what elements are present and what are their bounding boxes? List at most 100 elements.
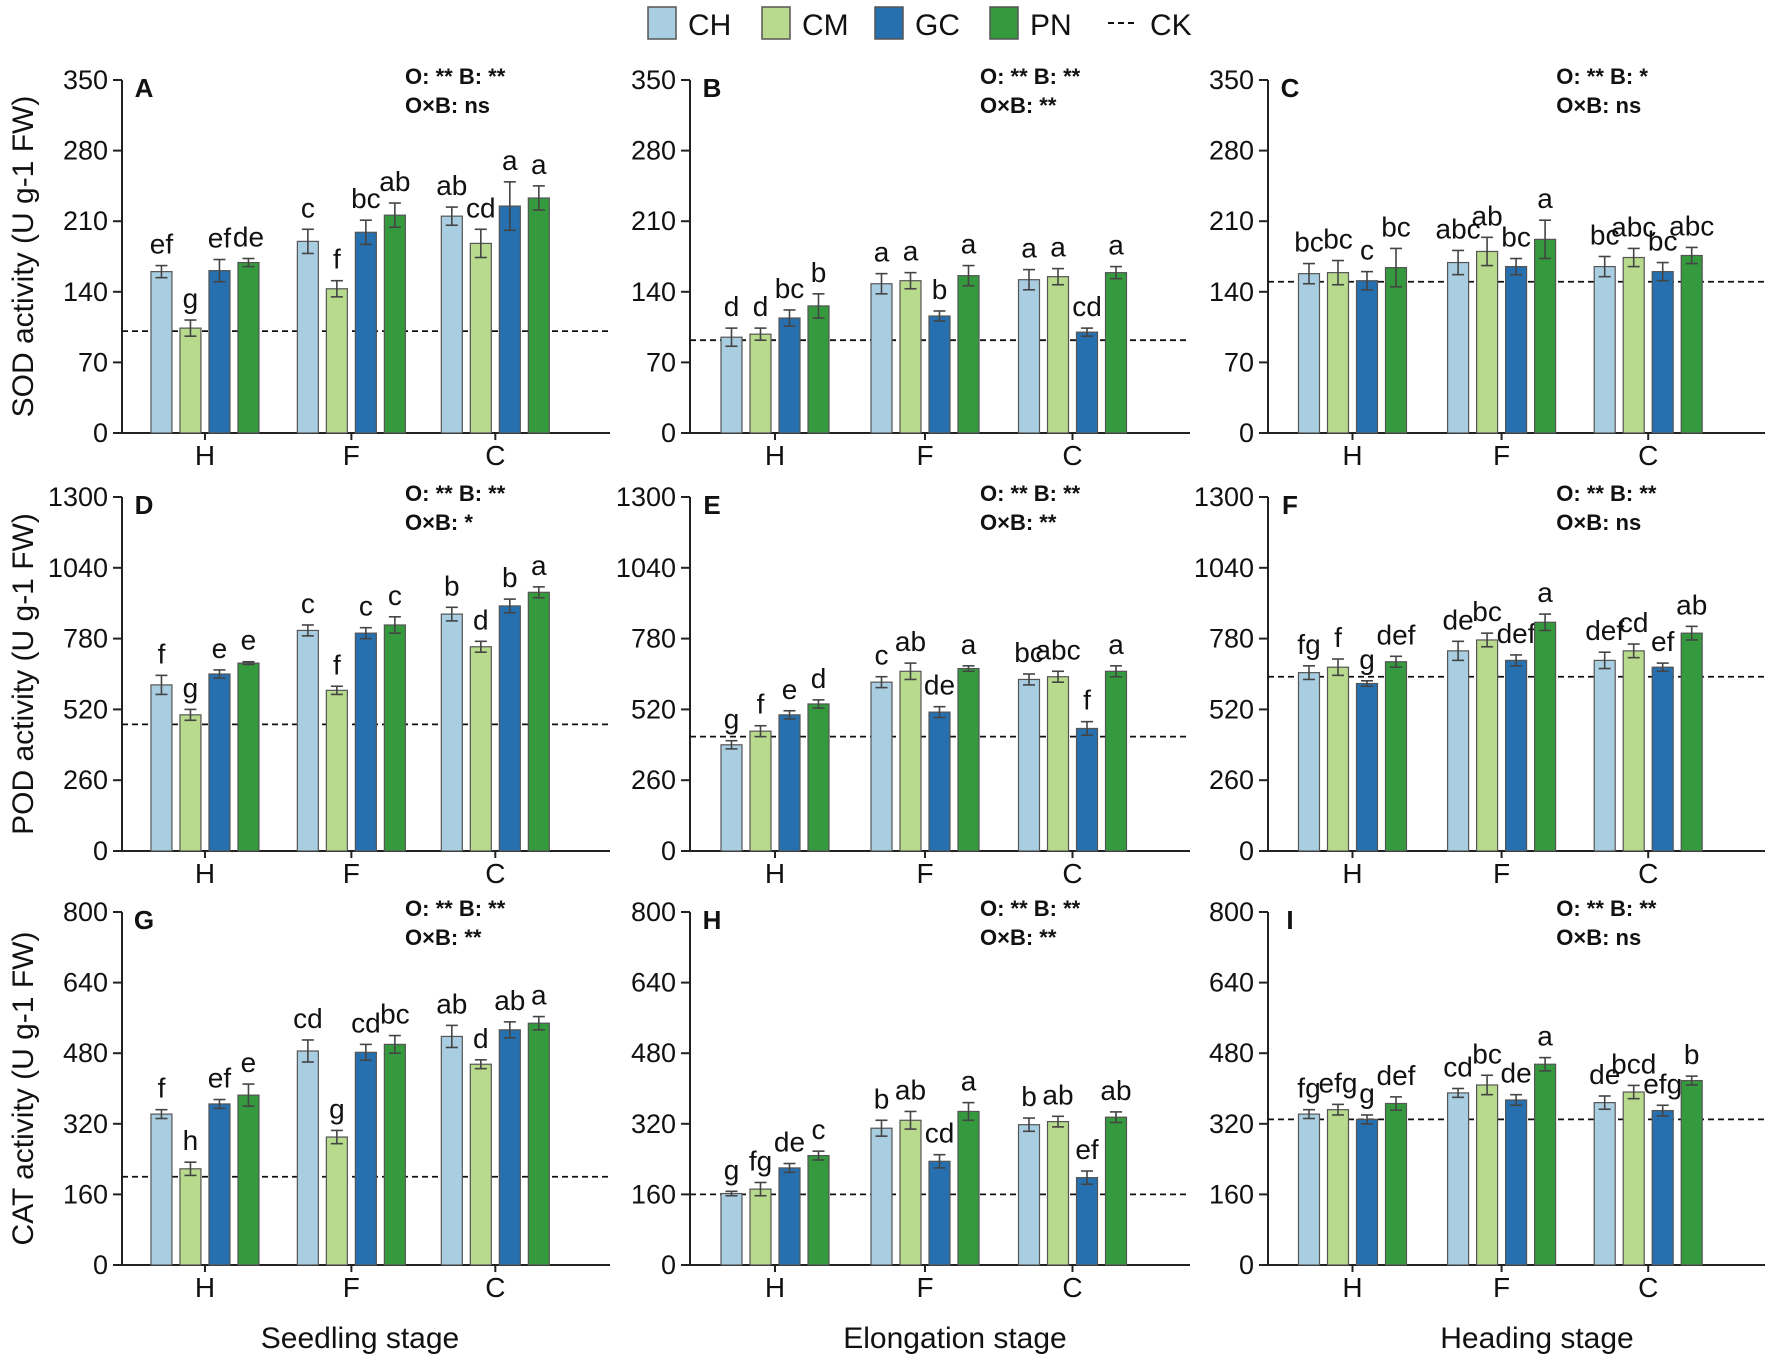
bar-cm-c-c	[1622, 256, 1645, 434]
sig-letter-e: f	[1083, 685, 1091, 716]
x-tick-label-a: F	[343, 440, 360, 471]
bar-gc-h-b	[778, 317, 801, 434]
sig-letter-e: bc	[1014, 637, 1044, 668]
sig-letter-g: e	[241, 1047, 257, 1078]
sig-letter-i: g	[1359, 1078, 1375, 1109]
bar-ch-f-d	[296, 629, 319, 852]
bar-cm-f-a	[325, 288, 348, 434]
sig-letter-f: def	[1585, 615, 1624, 646]
y-tick-label-e: 1300	[616, 482, 676, 512]
bar-ch-h-g	[150, 1113, 173, 1266]
y-tick-label-e: 780	[631, 624, 676, 654]
bar-ch-c-h	[1017, 1124, 1041, 1266]
y-tick-label-d: 1300	[48, 482, 108, 512]
legend-label-cm: CM	[802, 9, 849, 42]
y-tick-label-i: 480	[1209, 1038, 1254, 1068]
bar-pn-c-c	[1680, 254, 1703, 434]
sig-letter-b: a	[874, 237, 890, 268]
sig-letter-e: e	[782, 674, 798, 705]
y-tick-label-e: 1040	[616, 553, 676, 583]
x-tick-label-e: F	[916, 858, 933, 889]
y-tick-label-c: 280	[1209, 136, 1254, 166]
sig-letter-g: ef	[208, 1063, 232, 1094]
bar-cm-c-i	[1622, 1091, 1645, 1266]
bar-ch-h-f	[1297, 672, 1321, 852]
y-tick-label-h: 640	[631, 968, 676, 998]
sig-letter-f: f	[1334, 622, 1342, 653]
sig-letter-g: d	[473, 1023, 489, 1054]
y-tick-label-b: 210	[631, 206, 676, 236]
panel-letter-g: G	[134, 905, 154, 935]
bar-cm-f-c	[1475, 250, 1499, 434]
sig-letter-h: ab	[1100, 1075, 1131, 1106]
sig-letter-e: a	[1108, 629, 1124, 660]
stats-line-g: O: ** B: **	[405, 896, 506, 921]
sig-letter-e: abc	[1035, 634, 1080, 665]
bar-pn-h-d	[237, 662, 260, 852]
sig-letter-i: cd	[1443, 1052, 1473, 1083]
x-tick-label-b: F	[916, 440, 933, 471]
sig-letter-b: d	[753, 291, 769, 322]
sig-letter-a: g	[183, 283, 199, 314]
stats-line-i: O×B: ns	[1556, 925, 1641, 950]
y-tick-label-h: 0	[661, 1250, 676, 1280]
sig-letter-b: cd	[1072, 291, 1102, 322]
stats-line-i: O: ** B: **	[1556, 896, 1657, 921]
bar-cm-h-e	[749, 730, 772, 852]
sig-letter-c: a	[1537, 183, 1553, 214]
legend-label-ck: CK	[1150, 9, 1192, 42]
panel-letter-i: I	[1286, 905, 1293, 935]
panel-letter-h: H	[703, 905, 722, 935]
stats-line-e: O×B: **	[980, 510, 1057, 535]
bar-gc-f-g	[354, 1051, 377, 1266]
y-axis-label-a: SOD activity (U g-1 FW)	[7, 96, 40, 418]
bar-cm-c-g	[469, 1063, 492, 1266]
bar-ch-c-g	[440, 1035, 463, 1266]
sig-letter-f: bc	[1472, 596, 1502, 627]
sig-letter-b: a	[1108, 230, 1124, 261]
bar-ch-c-c	[1593, 265, 1616, 434]
sig-letter-c: abc	[1669, 210, 1714, 241]
y-tick-label-a: 350	[63, 65, 108, 95]
bar-pn-h-g	[237, 1094, 260, 1266]
y-tick-label-i: 0	[1239, 1250, 1254, 1280]
bar-gc-c-d	[498, 605, 521, 852]
sig-letter-b: bc	[775, 273, 805, 304]
bar-gc-f-f	[1504, 659, 1528, 852]
bar-cm-h-c	[1326, 272, 1350, 434]
y-tick-label-f: 780	[1209, 624, 1254, 654]
sig-letter-a: a	[531, 149, 547, 180]
y-axis-label-d: POD activity (U g-1 FW)	[7, 513, 40, 835]
sig-letter-a: ab	[379, 166, 410, 197]
sig-letter-c: ab	[1472, 200, 1503, 231]
legend-swatch-cm	[761, 6, 791, 40]
x-tick-label-d: H	[195, 858, 215, 889]
bar-ch-c-a	[440, 215, 463, 434]
panel-letter-f: F	[1282, 490, 1298, 520]
x-tick-label-c: H	[1342, 440, 1362, 471]
bar-pn-c-a	[527, 197, 550, 434]
sig-letter-h: de	[774, 1127, 805, 1158]
y-tick-label-d: 260	[63, 765, 108, 795]
y-tick-label-h: 480	[631, 1038, 676, 1068]
sig-letter-g: g	[329, 1093, 345, 1124]
y-tick-label-f: 1040	[1194, 553, 1254, 583]
y-tick-label-e: 0	[661, 836, 676, 866]
sig-letter-h: ab	[895, 1074, 926, 1105]
sig-letter-d: g	[183, 672, 199, 703]
panel-letter-d: D	[135, 490, 154, 520]
bar-cm-f-f	[1475, 639, 1499, 852]
legend-swatch-ch	[647, 6, 677, 40]
bar-cm-c-a	[469, 242, 492, 434]
bar-ch-f-e	[870, 681, 893, 852]
bar-pn-f-a	[383, 214, 406, 434]
sig-letter-g: f	[158, 1073, 166, 1104]
sig-letter-i: a	[1537, 1021, 1553, 1052]
sig-letter-a: de	[233, 222, 264, 253]
stats-line-a: O×B: ns	[405, 93, 490, 118]
bar-gc-h-h	[778, 1167, 801, 1266]
panel-letter-c: C	[1281, 73, 1300, 103]
